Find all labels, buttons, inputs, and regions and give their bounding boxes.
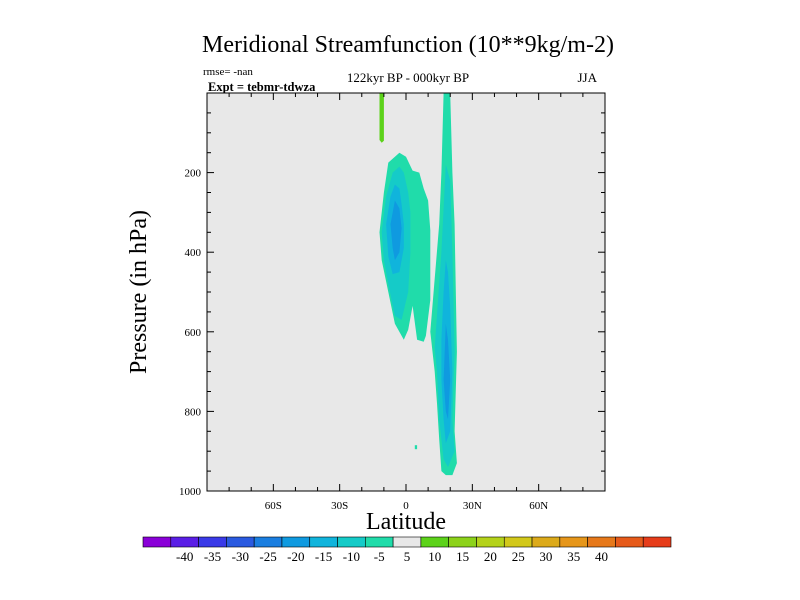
colorbar-swatch (337, 536, 366, 548)
colorbar-swatch (392, 536, 422, 548)
colorbar-swatch (281, 536, 311, 548)
colorbar-swatch (142, 536, 172, 548)
colorbar-swatch (642, 536, 672, 548)
x-tick-label: 30N (463, 500, 482, 512)
colorbar-label: -15 (315, 549, 332, 564)
colorbar-label: 25 (512, 549, 525, 564)
colorbar-label: 5 (404, 549, 411, 564)
y-tick-label: 800 (185, 406, 202, 418)
colorbar-label: 10 (428, 549, 441, 564)
x-axis-ticks: 60S 30S 0 30N 60N (206, 93, 606, 512)
x-tick-label: 60N (529, 500, 548, 512)
colorbar-label: -20 (287, 549, 304, 564)
season-label: JJA (577, 70, 597, 85)
contour-regions (379, 93, 457, 476)
colorbar-label: 40 (595, 549, 608, 564)
colorbar-swatch (198, 536, 227, 548)
period-label: 122kyr BP - 000kyr BP (347, 70, 469, 85)
colorbar-swatch (420, 536, 449, 548)
colorbar-label: 30 (539, 549, 552, 564)
colorbar-label: -35 (204, 549, 221, 564)
colorbar-label: 35 (567, 549, 580, 564)
y-tick-label: 400 (185, 247, 202, 259)
colorbar-swatch (615, 536, 644, 548)
x-tick-label: 0 (403, 500, 409, 512)
colorbar-swatch (531, 536, 561, 548)
x-tick-label: 60S (265, 500, 282, 512)
colorbar-swatch (587, 536, 616, 548)
colorbar-swatch (503, 536, 533, 548)
contour-region-9 (414, 445, 418, 450)
y-tick-label: 200 (185, 168, 202, 180)
colorbar-label: -25 (259, 549, 276, 564)
colorbar-swatch (309, 536, 338, 548)
colorbar-swatch (476, 536, 505, 548)
colorbar-swatch (253, 536, 283, 548)
y-tick-label: 1000 (179, 486, 202, 498)
colorbar-label: -40 (176, 549, 193, 564)
x-tick-label: 30S (331, 500, 348, 512)
y-axis-label: Pressure (in hPa) (126, 210, 152, 374)
colorbar-label: -30 (232, 549, 249, 564)
colorbar-swatch (448, 536, 477, 548)
contour-region-3 (390, 200, 402, 261)
y-tick-label: 600 (185, 327, 202, 339)
chart-title: Meridional Streamfunction (10**9kg/m-2) (202, 32, 614, 58)
colorbar-swatch (170, 536, 199, 548)
y-axis-ticks: 200 400 600 800 1000 (179, 92, 605, 498)
colorbar-swatch (365, 536, 394, 548)
expt-label: Expt = tebmr-tdwza (208, 80, 316, 94)
colorbar-label: -5 (374, 549, 385, 564)
rmse-label: rmse= -nan (203, 66, 253, 78)
contour-region-7 (443, 323, 451, 420)
colorbar-label: -10 (343, 549, 360, 564)
x-axis-label: Latitude (366, 509, 446, 535)
contour-region-8 (379, 93, 384, 143)
colorbar-swatch (226, 536, 255, 548)
colorbar-label: 20 (484, 549, 497, 564)
colorbar: -40 -35 -30 -25 -20 -15 -10 -5 5 10 15 20 25 30 35 40 (142, 536, 672, 564)
colorbar-label: 15 (456, 549, 469, 564)
colorbar-swatch (559, 536, 588, 548)
